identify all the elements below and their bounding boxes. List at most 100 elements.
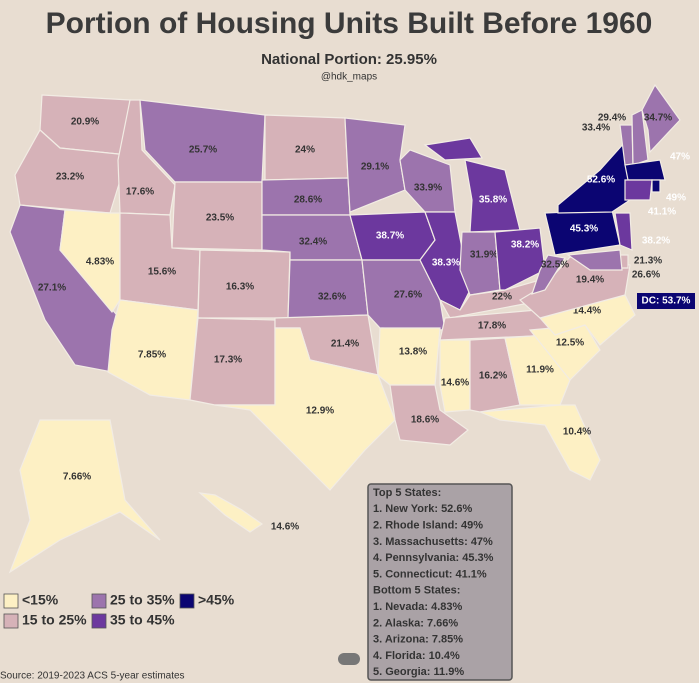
value-label: 24% (295, 145, 315, 156)
ranking-text: 1. New York: 52.6% (373, 503, 472, 515)
pager[interactable] (338, 653, 360, 665)
value-label: 19.4% (576, 275, 604, 286)
value-label: 29.4% (598, 113, 626, 124)
state (651, 179, 661, 193)
value-label: 14.6% (271, 522, 299, 533)
ranking-text: 3. Arizona: 7.85% (373, 634, 463, 646)
value-label: 38.2% (642, 236, 670, 247)
ranking-text: 2. Rhode Island: 49% (373, 520, 483, 532)
value-label: 27.6% (394, 290, 422, 301)
value-label: 20.9% (71, 117, 99, 128)
value-label: 22% (492, 292, 512, 303)
state (624, 159, 666, 181)
legend-label: 35 to 45% (110, 612, 175, 628)
value-label: 7.66% (63, 472, 91, 483)
value-label: 25.7% (189, 145, 217, 156)
value-label: 15.6% (148, 267, 176, 278)
state (438, 279, 546, 319)
title: Portion of Housing Units Built Before 19… (46, 7, 653, 40)
legend-swatch (3, 593, 19, 609)
legend-swatch (179, 593, 195, 609)
value-label: 31.9% (470, 250, 498, 261)
ranking-text: 4. Pennsylvania: 45.3% (373, 552, 494, 564)
value-label: 52.6% (587, 175, 615, 186)
value-label: DC: 53.7% (642, 296, 691, 307)
value-label: 47% (670, 152, 690, 163)
state (624, 179, 653, 201)
source: Source: 2019-2023 ACS 5-year estimates (0, 671, 185, 682)
value-label: 38.2% (511, 240, 539, 251)
legend-label: >45% (198, 592, 235, 608)
value-label: 12.9% (306, 406, 334, 417)
value-label: 32.5% (541, 260, 569, 271)
state (214, 327, 396, 491)
value-label: 28.6% (294, 195, 322, 206)
ranking-text: 4. Florida: 10.4% (373, 650, 460, 662)
value-label: 33.9% (414, 183, 442, 194)
value-label: 29.1% (361, 162, 389, 173)
dc-box (637, 293, 695, 309)
value-label: 23.5% (206, 213, 234, 224)
value-label: 34.7% (644, 113, 672, 124)
value-label: 35.8% (479, 195, 507, 206)
ranking-text: 3. Massachusetts: 47% (373, 536, 493, 548)
legend-swatch (3, 613, 19, 629)
value-label: 14.6% (441, 378, 469, 389)
value-label: 4.83% (86, 257, 114, 268)
state (641, 83, 681, 154)
value-label: 41.1% (648, 207, 676, 218)
state (198, 492, 264, 533)
ranking-text: Bottom 5 States: (373, 585, 460, 597)
legend-swatch (91, 613, 107, 629)
ranking-text: 5. Connecticut: 41.1% (373, 568, 487, 580)
legend-swatch (91, 593, 107, 609)
value-label: 32.4% (299, 237, 327, 248)
ranking-text: 1. Nevada: 4.83% (373, 601, 462, 613)
value-label: 26.6% (632, 270, 660, 281)
value-label: 16.3% (226, 282, 254, 293)
value-label: 10.4% (563, 427, 591, 438)
ranking-text: 2. Alaska: 7.66% (373, 617, 458, 629)
value-label: 33.4% (582, 123, 610, 134)
credit: @hdk_maps (321, 72, 377, 83)
state (469, 337, 521, 413)
value-label: 12.5% (556, 338, 584, 349)
value-label: 16.2% (479, 371, 507, 382)
value-label: 38.7% (376, 231, 404, 242)
state (566, 249, 623, 271)
value-label: 45.3% (570, 224, 598, 235)
state (439, 339, 471, 413)
value-label: 21.4% (331, 339, 359, 350)
value-label: 38.3% (432, 258, 460, 269)
ranking-text: 5. Georgia: 11.9% (373, 666, 464, 678)
subtitle: National Portion: 25.95% (261, 51, 437, 68)
state (479, 404, 601, 481)
state (494, 227, 546, 291)
state (423, 137, 521, 233)
state (614, 212, 633, 251)
state (459, 231, 501, 296)
value-label: 17.8% (478, 321, 506, 332)
legend-label: 15 to 25% (22, 612, 87, 628)
state (287, 259, 369, 319)
state (631, 109, 649, 166)
value-label: 14.4% (573, 306, 601, 317)
value-label: 17.3% (214, 355, 242, 366)
value-label: 21.3% (634, 256, 662, 267)
legend-label: <15% (22, 592, 59, 608)
value-label: 13.8% (399, 347, 427, 358)
value-label: 23.2% (56, 172, 84, 183)
value-label: 11.9% (526, 365, 554, 376)
value-label: 7.85% (138, 350, 166, 361)
value-label: 18.6% (411, 415, 439, 426)
value-label: 27.1% (38, 283, 66, 294)
legend-label: 25 to 35% (110, 592, 175, 608)
state (389, 384, 469, 446)
value-label: 49% (666, 193, 686, 204)
rankings-box (367, 483, 513, 681)
state (531, 254, 566, 295)
value-label: 17.6% (126, 187, 154, 198)
ranking-text: Top 5 States: (373, 487, 441, 499)
value-label: 32.6% (318, 292, 346, 303)
